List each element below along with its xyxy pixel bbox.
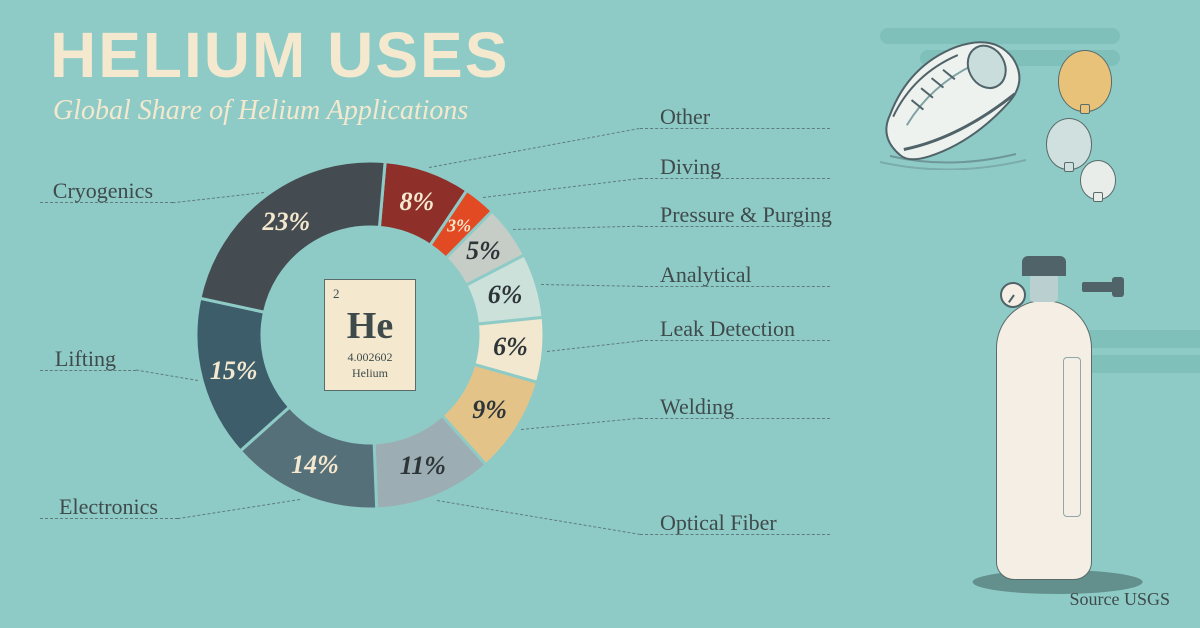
category-label: Other	[660, 104, 710, 130]
category-label: Optical Fiber	[660, 510, 777, 536]
shoe-illustration	[860, 30, 1040, 170]
element-tile: 2 He 4.002602 Helium	[324, 279, 416, 391]
page-title: HELIUM USES	[50, 25, 509, 86]
gauge-icon	[1000, 282, 1026, 308]
category-label: Welding	[660, 394, 734, 420]
element-name: Helium	[333, 366, 407, 381]
balloon	[1080, 160, 1116, 200]
page-subtitle: Global Share of Helium Applications	[53, 95, 468, 127]
hero-illustration	[850, 10, 1130, 230]
category-label: Pressure & Purging	[660, 202, 832, 228]
category-label: Cryogenics	[0, 178, 153, 204]
category-label: Electronics	[0, 494, 158, 520]
donut-chart: 2 He 4.002602 Helium	[190, 155, 550, 515]
element-symbol: He	[333, 306, 407, 348]
category-label: Diving	[660, 154, 721, 180]
category-label: Lifting	[0, 346, 116, 372]
category-label: Analytical	[660, 262, 752, 288]
balloon	[1058, 50, 1112, 112]
balloon	[1046, 118, 1092, 170]
helium-tank	[996, 250, 1092, 580]
atomic-number: 2	[333, 286, 407, 302]
category-label: Leak Detection	[660, 316, 795, 342]
element-mass: 4.002602	[333, 350, 407, 365]
source-text: Source USGS	[1069, 589, 1170, 610]
